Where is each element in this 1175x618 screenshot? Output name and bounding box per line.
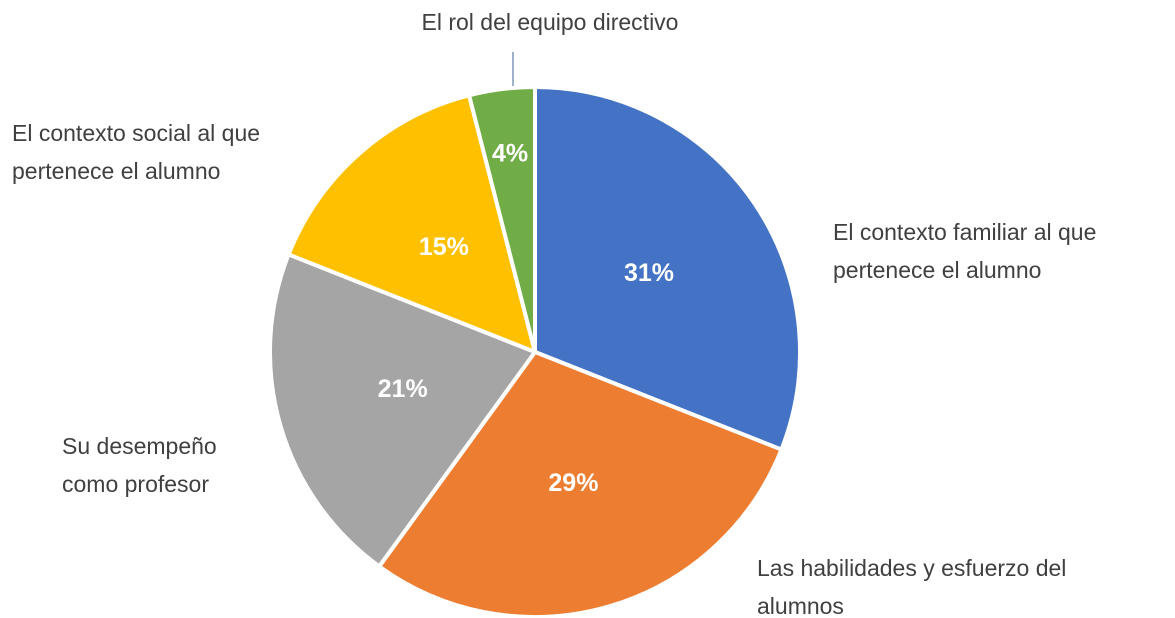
category-label: El contexto familiar al que pertenece el…: [833, 219, 1097, 283]
pie-slice: [286, 93, 537, 354]
category-label: El rol del equipo directivo: [421, 9, 679, 35]
data-label: 15%: [419, 233, 469, 261]
data-label: 29%: [548, 469, 598, 497]
pie-slice: [533, 85, 802, 452]
category-label: Las habilidades y esfuerzo del alumnos: [757, 555, 1067, 618]
data-label: 4%: [492, 139, 528, 167]
data-label: 31%: [624, 259, 674, 287]
data-label: 21%: [378, 375, 428, 403]
pie-slice: [467, 85, 537, 354]
pie-slice: [377, 350, 784, 618]
pie-slice: [268, 252, 537, 569]
category-label: El contexto social al que pertenece el a…: [12, 120, 261, 184]
category-label: Su desempeño como profesor: [62, 433, 217, 497]
